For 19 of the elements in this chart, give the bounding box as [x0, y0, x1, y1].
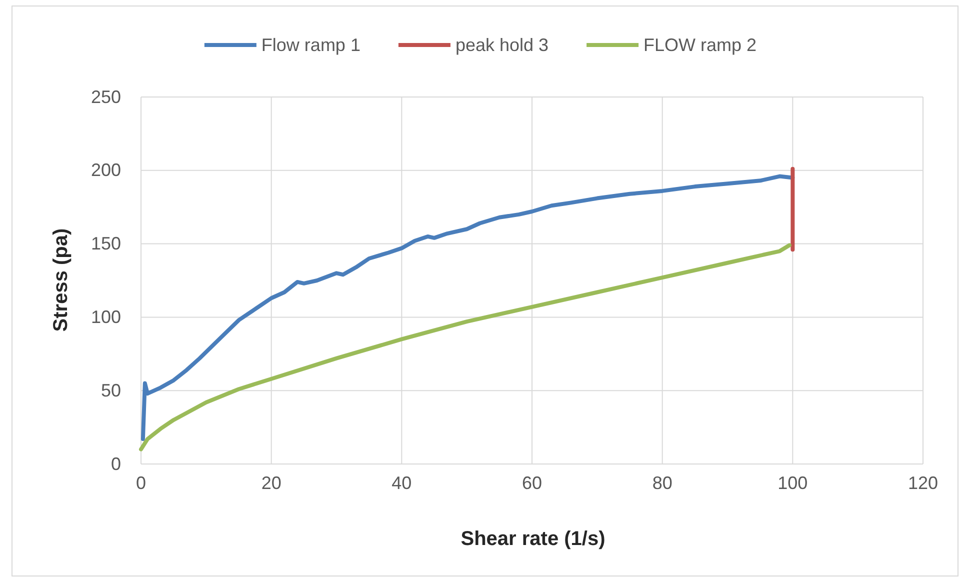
y-tick-label: 150	[90, 234, 121, 254]
y-tick-label: 50	[100, 380, 121, 400]
line-series	[139, 243, 792, 452]
y-tick-label: 250	[90, 86, 121, 107]
y-tick-label: 0	[110, 454, 121, 474]
x-tick-label: 100	[778, 472, 808, 493]
x-tick-label: 80	[652, 472, 672, 493]
x-tick-label: 40	[392, 472, 412, 493]
legend-label: Flow ramp 1	[261, 35, 360, 55]
x-tick-label: 20	[261, 472, 282, 493]
legend-label: peak hold 3	[455, 35, 549, 55]
x-tick-label: 0	[136, 472, 146, 493]
x-tick-label: 60	[522, 472, 542, 493]
x-tick-label: 120	[908, 472, 938, 493]
x-axis-title: Shear rate (1/s)	[460, 528, 606, 550]
y-tick-label: 100	[90, 306, 121, 327]
legend-label: FLOW ramp 2	[644, 35, 757, 55]
y-axis-title: Stress (pa)	[50, 228, 72, 332]
y-tick-label: 200	[90, 160, 121, 180]
